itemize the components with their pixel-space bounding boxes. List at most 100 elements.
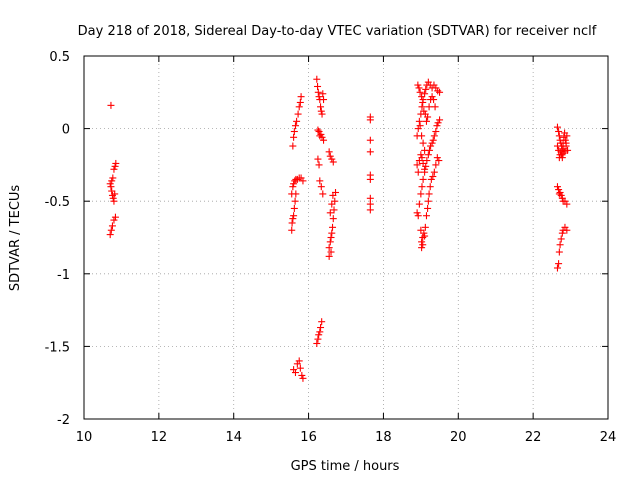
data-point xyxy=(558,229,566,237)
data-point xyxy=(291,369,299,377)
data-point xyxy=(422,117,430,125)
data-point xyxy=(319,90,327,98)
data-point xyxy=(110,165,118,173)
data-point xyxy=(327,248,335,256)
data-point xyxy=(290,128,298,136)
data-point xyxy=(288,226,296,234)
data-point xyxy=(421,232,429,240)
data-point xyxy=(422,85,430,93)
data-point xyxy=(295,103,303,111)
data-point xyxy=(290,204,298,212)
data-point xyxy=(436,88,444,96)
data-point xyxy=(107,226,115,234)
data-point xyxy=(298,371,306,379)
data-point xyxy=(296,98,304,106)
x-axis-label: GPS time / hours xyxy=(291,459,400,474)
data-point xyxy=(553,183,561,191)
data-point xyxy=(425,103,433,111)
chart-title: Day 218 of 2018, Sidereal Day-to-day VTE… xyxy=(78,24,597,39)
data-point xyxy=(315,331,323,339)
data-point xyxy=(288,190,296,198)
data-point xyxy=(413,161,421,169)
data-point xyxy=(417,151,425,159)
data-point xyxy=(294,110,302,118)
data-point xyxy=(328,155,336,163)
data-point xyxy=(111,213,119,221)
data-point xyxy=(421,146,429,154)
data-point xyxy=(556,188,564,196)
data-point xyxy=(325,148,333,156)
data-point xyxy=(108,177,116,185)
grid-lines xyxy=(84,56,608,419)
data-point xyxy=(110,216,118,224)
data-point xyxy=(328,229,336,237)
data-point xyxy=(555,128,563,136)
data-point xyxy=(415,117,423,125)
data-point xyxy=(419,159,427,167)
data-point xyxy=(419,139,427,147)
x-tick-label: 12 xyxy=(151,430,168,445)
data-point xyxy=(328,200,336,208)
data-point xyxy=(432,128,440,136)
data-point xyxy=(326,209,334,217)
data-point xyxy=(558,154,566,162)
data-point xyxy=(314,88,322,96)
x-tick-labels: 10 12 14 16 18 20 22 24 xyxy=(76,430,617,445)
data-point xyxy=(318,110,326,118)
x-tick-label: 14 xyxy=(225,430,242,445)
data-point xyxy=(430,132,438,140)
data-point xyxy=(325,252,333,260)
data-point xyxy=(418,103,426,111)
data-point xyxy=(427,175,435,183)
data-point xyxy=(422,212,430,220)
data-point xyxy=(330,206,338,214)
data-point xyxy=(289,183,297,191)
data-point xyxy=(319,190,327,198)
x-tick-label: 18 xyxy=(375,430,392,445)
data-point xyxy=(420,107,428,115)
data-point xyxy=(293,117,301,125)
data-point xyxy=(426,183,434,191)
data-point xyxy=(289,215,297,223)
data-point xyxy=(424,113,432,121)
data-point xyxy=(435,157,443,165)
data-point xyxy=(291,122,299,130)
data-point xyxy=(317,107,325,115)
x-tick-label: 20 xyxy=(450,430,467,445)
data-point xyxy=(424,204,432,212)
data-point xyxy=(555,248,563,256)
data-point xyxy=(366,206,374,214)
data-point xyxy=(414,81,422,89)
data-point xyxy=(415,200,423,208)
y-tick-labels: 0.5 0 -0.5 -1 -1.5 -2 xyxy=(45,50,70,428)
data-point xyxy=(563,226,571,234)
data-point xyxy=(318,133,326,141)
data-point xyxy=(434,119,442,127)
data-point xyxy=(107,183,115,191)
data-point xyxy=(413,209,421,217)
data-point xyxy=(423,157,431,165)
data-point xyxy=(291,197,299,205)
y-tick-label: 0 xyxy=(62,123,70,138)
data-point xyxy=(320,96,328,104)
data-point xyxy=(316,328,324,336)
data-point xyxy=(418,244,426,252)
data-point xyxy=(421,165,429,173)
data-point xyxy=(109,174,117,182)
data-point xyxy=(366,136,374,144)
data-point xyxy=(414,168,422,176)
data-point xyxy=(295,357,303,365)
data-point xyxy=(313,75,321,83)
data-point xyxy=(418,183,426,191)
data-point xyxy=(290,133,298,141)
data-point xyxy=(419,98,427,106)
data-point xyxy=(561,148,569,156)
data-point xyxy=(421,223,429,231)
data-point xyxy=(555,186,563,194)
data-point xyxy=(326,238,334,246)
data-point xyxy=(326,152,334,160)
y-tick-label: -1 xyxy=(57,268,70,283)
data-point xyxy=(316,177,324,185)
data-point xyxy=(419,175,427,183)
data-point xyxy=(562,139,570,147)
